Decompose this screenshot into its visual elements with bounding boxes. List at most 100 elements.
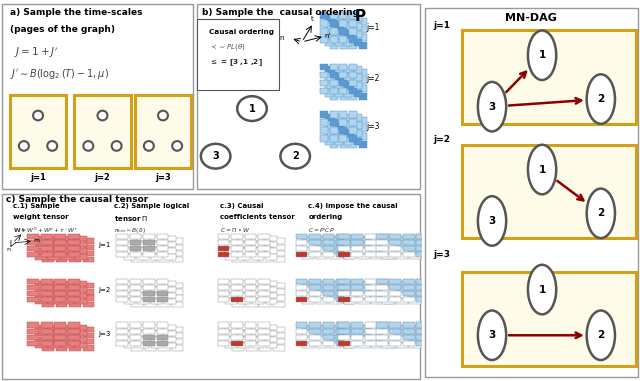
Bar — [338, 297, 349, 302]
Bar — [423, 248, 435, 253]
Bar — [143, 234, 155, 239]
Text: j=1: j=1 — [30, 173, 46, 182]
Bar — [83, 245, 95, 250]
Bar — [273, 257, 285, 262]
Bar — [349, 36, 357, 43]
Bar — [338, 234, 349, 239]
Bar — [351, 335, 363, 340]
Bar — [340, 18, 348, 25]
Bar — [49, 255, 60, 260]
Bar — [157, 322, 168, 328]
Bar — [244, 279, 256, 284]
Bar — [417, 328, 428, 334]
FancyBboxPatch shape — [134, 95, 191, 168]
Bar — [246, 333, 257, 338]
Text: 2: 2 — [597, 330, 604, 340]
Bar — [131, 251, 143, 256]
Bar — [403, 297, 415, 302]
Bar — [239, 287, 250, 292]
Bar — [344, 236, 356, 241]
Bar — [158, 239, 170, 244]
Text: 1: 1 — [538, 165, 546, 174]
Bar — [232, 245, 244, 250]
Bar — [164, 293, 176, 298]
Text: coefficients tensor: coefficients tensor — [220, 214, 294, 220]
Bar — [330, 119, 338, 126]
Bar — [42, 257, 54, 262]
Bar — [330, 20, 338, 27]
Bar — [41, 291, 52, 296]
Bar — [342, 337, 355, 342]
Bar — [137, 331, 148, 336]
Bar — [68, 322, 79, 328]
Circle shape — [528, 145, 556, 194]
Bar — [390, 246, 401, 251]
Bar — [54, 297, 66, 302]
Bar — [358, 337, 369, 342]
Bar — [62, 281, 74, 286]
Bar — [124, 255, 135, 260]
Bar — [76, 299, 87, 304]
Bar — [172, 239, 183, 244]
Bar — [130, 297, 141, 302]
Bar — [423, 293, 435, 298]
Bar — [344, 31, 353, 38]
Bar — [358, 85, 367, 92]
Bar — [137, 236, 148, 242]
Bar — [143, 246, 155, 251]
Bar — [266, 281, 277, 286]
Bar — [41, 285, 52, 290]
Bar — [145, 245, 156, 250]
Bar — [124, 343, 135, 348]
Bar — [378, 234, 390, 239]
Bar — [137, 325, 148, 330]
Bar — [330, 127, 338, 134]
Bar — [365, 246, 376, 251]
Bar — [344, 299, 356, 304]
Bar — [225, 255, 237, 260]
Bar — [56, 257, 67, 262]
Bar — [325, 31, 333, 38]
Bar — [396, 236, 408, 241]
Bar — [330, 85, 339, 92]
Bar — [338, 335, 349, 340]
Bar — [239, 293, 250, 298]
Bar — [68, 252, 79, 258]
Bar — [323, 285, 334, 290]
Bar — [258, 291, 269, 296]
FancyBboxPatch shape — [10, 95, 67, 168]
Bar — [130, 234, 141, 239]
Bar — [378, 252, 390, 258]
Bar — [145, 339, 156, 344]
Bar — [325, 90, 333, 97]
Bar — [35, 325, 47, 330]
Bar — [396, 281, 408, 286]
Bar — [225, 343, 237, 348]
Bar — [358, 141, 367, 148]
Bar — [69, 339, 81, 344]
Bar — [35, 242, 47, 248]
Bar — [266, 325, 277, 330]
Bar — [302, 325, 314, 330]
Bar — [259, 345, 271, 351]
Bar — [49, 343, 60, 348]
Bar — [385, 287, 397, 292]
Text: 1: 1 — [538, 285, 546, 295]
Bar — [342, 281, 355, 286]
Bar — [383, 325, 394, 330]
Text: 2: 2 — [292, 151, 298, 161]
Bar — [83, 257, 95, 262]
Bar — [349, 26, 357, 33]
Bar — [323, 279, 334, 284]
Bar — [396, 331, 408, 336]
Circle shape — [47, 141, 57, 151]
Bar — [124, 248, 135, 254]
Bar — [403, 240, 415, 245]
Bar — [390, 234, 401, 239]
Bar — [246, 245, 257, 250]
Bar — [164, 236, 176, 242]
Bar — [246, 251, 257, 256]
Bar — [336, 246, 348, 251]
Bar — [218, 240, 229, 245]
Bar — [131, 339, 143, 344]
